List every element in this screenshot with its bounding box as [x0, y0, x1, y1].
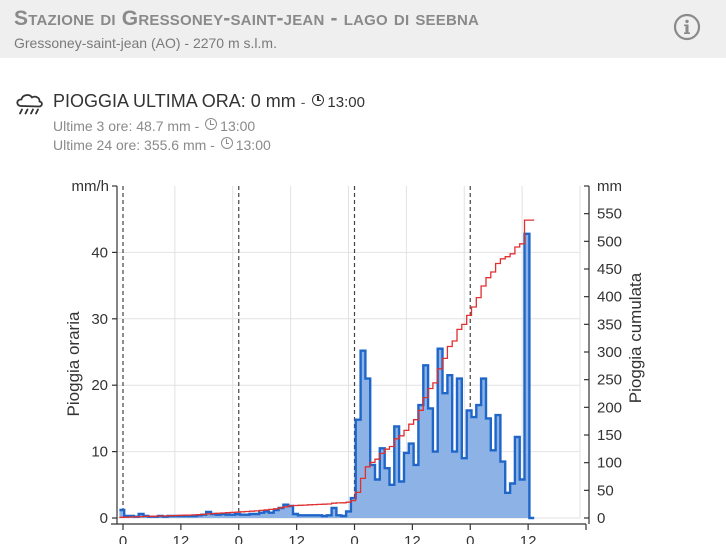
rain-summary: PIOGGIA ULTIMA ORA: 0 mm - 13:00 Ultime … — [14, 90, 614, 160]
right-axis-tick-label: 500 — [597, 233, 622, 250]
x-axis-tick-label: 0 — [119, 533, 127, 544]
left-axis-unit: mm/h — [72, 178, 110, 195]
rain-last-hour-label: PIOGGIA ULTIMA ORA: 0 mm — [53, 91, 296, 111]
right-axis-tick-label: 450 — [597, 261, 622, 278]
left-axis-tick-label: 30 — [91, 311, 108, 328]
right-axis-tick-label: 350 — [597, 316, 622, 333]
rain-cloud-icon — [16, 94, 43, 115]
x-axis-tick-label: 12 — [404, 533, 421, 544]
right-axis-title: Pioggia cumulata — [626, 272, 645, 403]
left-axis-title: Pioggia oraria — [64, 311, 83, 416]
rain-last-hour: PIOGGIA ULTIMA ORA: 0 mm - 13:00 — [53, 91, 365, 112]
clock-icon — [220, 137, 233, 149]
left-axis-tick-label: 10 — [91, 444, 108, 461]
info-icon — [673, 13, 701, 41]
x-axis-tick-label: 0 — [466, 533, 474, 544]
hourly-rain-area — [119, 233, 535, 519]
right-axis-tick-label: 100 — [597, 455, 622, 472]
left-axis-tick-label: 20 — [91, 377, 108, 394]
left-axis-tick-label: 0 — [100, 510, 108, 527]
right-axis-tick-label: 400 — [597, 289, 622, 306]
x-axis-tick-label: 0 — [235, 533, 243, 544]
x-axis-tick-label: 0 — [350, 533, 358, 544]
rain-last-3h: Ultime 3 ore: 48.7 mm - 13:00 — [53, 118, 255, 134]
clock-icon — [205, 118, 218, 130]
rain-last-3h-label: Ultime 3 ore: 48.7 mm - — [53, 118, 200, 134]
cumulative-rain-series — [119, 219, 535, 518]
rain-last-hour-separator: - — [300, 94, 306, 110]
clock-icon — [312, 94, 325, 106]
rain-last-24h-label: Ultime 24 ore: 355.6 mm - — [53, 137, 215, 153]
rain-chart: mm/h 0 10 20 30 40 mm 0 50 100 150 200 250 300 350 400 4… — [64, 178, 645, 544]
rain-last-3h-time: 13:00 — [220, 118, 256, 134]
right-axis-tick-label: 200 — [597, 399, 622, 416]
right-axis-tick-label: 0 — [597, 510, 605, 527]
left-axis-tick-label: 40 — [91, 244, 108, 261]
right-axis-tick-label: 50 — [597, 482, 614, 499]
station-header: Stazione di Gressoney-saint-jean - lago … — [0, 0, 726, 58]
x-axis-tick-label: 12 — [288, 533, 305, 544]
rain-last-24h-time: 13:00 — [235, 137, 271, 153]
rain-last-24h: Ultime 24 ore: 355.6 mm - 13:00 — [53, 137, 271, 153]
rain-last-hour-time: 13:00 — [327, 94, 365, 111]
right-axis-tick-label: 300 — [597, 344, 622, 361]
right-axis-tick-label: 550 — [597, 206, 622, 223]
x-axis-tick-label: 12 — [173, 533, 190, 544]
station-subtitle: Gressoney-saint-jean (AO) - 2270 m s.l.m… — [14, 35, 277, 51]
right-axis-tick-label: 150 — [597, 427, 622, 444]
info-button[interactable] — [673, 13, 701, 41]
x-axis-tick-label: 12 — [520, 533, 537, 544]
station-title: Stazione di Gressoney-saint-jean - lago … — [14, 7, 480, 30]
right-axis-unit: mm — [597, 178, 622, 195]
right-axis-tick-label: 250 — [597, 372, 622, 389]
